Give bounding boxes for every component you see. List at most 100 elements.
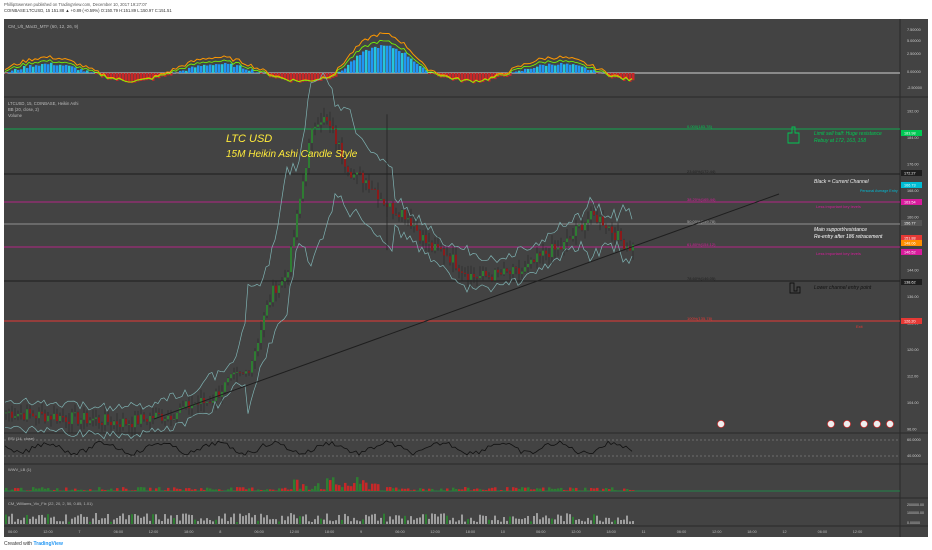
chart-area[interactable]: CM_Ult_MacD_MTF (60, 12, 26, 9) 7.50000 5…: [4, 19, 928, 537]
wvf-bar: [122, 487, 125, 491]
macd-bar: [125, 73, 128, 83]
vix-bar: [602, 521, 604, 524]
event-markers[interactable]: [717, 420, 894, 428]
candle: [296, 213, 298, 238]
vix-bar: [272, 518, 274, 524]
candle: [65, 417, 67, 422]
candle: [179, 407, 181, 413]
macd-bar: [167, 73, 170, 76]
macd-bar: [191, 66, 194, 73]
macd-bar: [398, 51, 401, 73]
vix-bar: [464, 521, 466, 524]
candle: [131, 424, 133, 428]
channel-trendline[interactable]: [153, 193, 780, 420]
candle: [176, 412, 178, 420]
macd-bar: [308, 73, 311, 82]
macd-bar: [314, 73, 317, 82]
macd-bar: [215, 64, 218, 73]
wvf-bar: [278, 488, 281, 491]
candle: [626, 246, 628, 249]
time-axis: 06:00 12:00 7 06:00 12:00 18:00 8 06:00 12:00 18:…: [8, 530, 862, 534]
wvf-bar: [317, 483, 320, 491]
time-axis-label: 06:00: [818, 530, 828, 534]
vix-bar: [446, 515, 448, 524]
vix-bar: [248, 513, 250, 524]
vix-bar: [101, 518, 103, 524]
candle: [317, 124, 319, 127]
vix-bar: [8, 516, 10, 524]
vix-bar: [341, 519, 343, 524]
price-axis-label: 144.00: [907, 269, 919, 273]
vix-bar: [482, 515, 484, 524]
wvf-bar: [512, 487, 515, 491]
rebuy-note: Rebuy at 172, 163, 158: [814, 138, 866, 144]
wvf-bar: [272, 489, 275, 491]
footer: Created with TradingView: [0, 537, 932, 550]
macd-bar: [209, 64, 212, 73]
wvf-bar: [353, 483, 356, 491]
macd-bar: [74, 67, 77, 73]
candle: [206, 402, 208, 403]
wvf-bar: [539, 488, 542, 491]
vix-bar: [449, 520, 451, 524]
candle: [572, 235, 574, 239]
price-tag: 166.73: [904, 184, 916, 188]
chart-title: LTC USD: [226, 133, 272, 145]
macd-bar: [299, 73, 302, 83]
vix-bar: [260, 513, 262, 524]
macd-bar: [140, 73, 143, 82]
wvf-bar: [461, 489, 464, 491]
macd-bar: [110, 73, 113, 80]
vix-bar: [152, 514, 154, 524]
candle: [311, 128, 313, 144]
wvf-bar: [35, 488, 38, 491]
wvf-bar: [548, 487, 551, 491]
vix-bar: [77, 515, 79, 524]
time-axis-label: 12:00: [430, 530, 440, 534]
wvf-bar: [485, 490, 488, 491]
macd-bar: [317, 73, 320, 82]
candle: [512, 267, 514, 275]
candle: [479, 276, 481, 279]
macd-bar: [131, 73, 134, 84]
macd-bar: [389, 45, 392, 73]
macd-bar: [557, 64, 560, 73]
candle: [377, 189, 379, 200]
vix-bar: [344, 513, 346, 524]
candle: [485, 270, 487, 276]
candle: [404, 209, 406, 220]
time-axis-label: 8: [219, 530, 221, 534]
wvf-bar: [149, 487, 152, 491]
candle: [26, 409, 28, 420]
candle: [161, 413, 163, 421]
candle: [218, 391, 220, 397]
wvf-bar: [32, 487, 35, 491]
candle: [434, 244, 436, 251]
vix-bar: [551, 518, 553, 524]
candle: [470, 273, 472, 280]
candle: [596, 214, 598, 223]
vix-bar: [302, 516, 304, 524]
candle: [374, 189, 376, 190]
macd-bar: [290, 73, 293, 83]
candle: [275, 285, 277, 293]
tradingview-logo[interactable]: TradingView: [33, 541, 63, 547]
candle: [110, 421, 112, 426]
macd-bar: [437, 73, 440, 77]
macd-bar: [395, 48, 398, 73]
wvf-bar: [413, 489, 416, 491]
less-important-note-1: Less important key levels: [816, 204, 861, 209]
macd-bar: [536, 66, 539, 73]
macd-bar: [116, 73, 119, 81]
macd-bar: [281, 73, 284, 80]
macd-bar: [509, 73, 512, 76]
wvf-bar: [500, 489, 503, 491]
vix-bar: [392, 519, 394, 524]
wvf-bar: [623, 488, 626, 491]
time-axis-label: 18:00: [184, 530, 194, 534]
candle: [590, 210, 592, 220]
candle: [68, 421, 70, 424]
wvf-bar: [209, 488, 212, 491]
wvf-bar: [200, 488, 203, 491]
candle: [548, 253, 550, 258]
